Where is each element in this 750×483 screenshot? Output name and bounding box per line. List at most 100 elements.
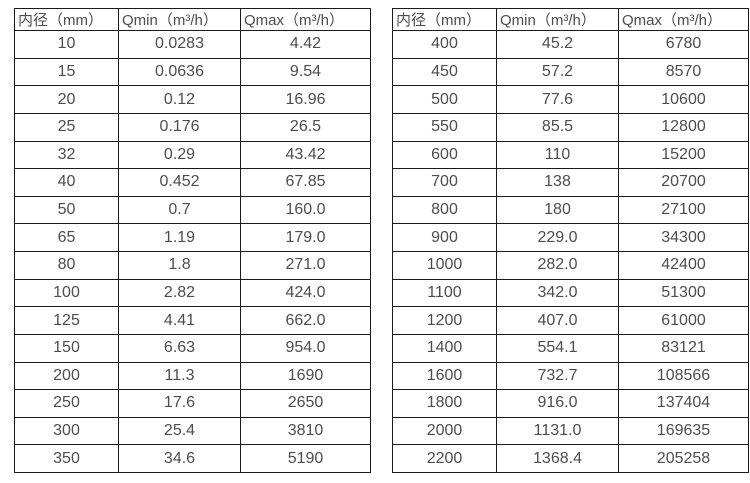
table-cell: 27100	[618, 195, 749, 225]
table-cell: 4.41	[118, 306, 241, 335]
table-cell: 25.4	[118, 416, 241, 446]
table-row: 800 180 27100	[392, 195, 749, 225]
table-cell: 179.0	[240, 223, 371, 252]
table-cell: 10600	[618, 85, 749, 114]
table-cell: 1800	[392, 389, 497, 418]
table-cell: 1600	[392, 361, 497, 391]
table-cell: 61000	[618, 306, 749, 335]
column-header: Qmin（m³/h）	[496, 8, 619, 31]
table-cell: 450	[392, 57, 497, 87]
table-cell: 77.6	[496, 85, 619, 114]
table-cell: 1000	[392, 251, 497, 280]
table-cell: 16.96	[240, 85, 371, 114]
table-row: 400 45.2 6780	[392, 30, 749, 59]
table-cell: 34.6	[118, 444, 241, 473]
table-cell: 0.452	[118, 168, 241, 197]
table-cell: 732.7	[496, 361, 619, 391]
header-row: 内径（mm） Qmin（m³/h） Qmax（m³/h）	[14, 8, 371, 31]
table-row: 50 0.7 160.0	[14, 195, 371, 225]
table-cell: 100	[14, 278, 119, 308]
table-cell: 34300	[618, 223, 749, 252]
table-cell: 11.3	[118, 361, 241, 391]
table-row: 80 1.8 271.0	[14, 251, 371, 280]
table-cell: 600	[392, 140, 497, 170]
table-cell: 4.42	[240, 30, 371, 59]
table-cell: 12800	[618, 112, 749, 142]
table-row: 32 0.29 43.42	[14, 140, 371, 170]
table-cell: 137404	[618, 389, 749, 418]
table-cell: 1131.0	[496, 416, 619, 446]
table-cell: 424.0	[240, 278, 371, 308]
table-cell: 2.82	[118, 278, 241, 308]
table-row: 700 138 20700	[392, 168, 749, 197]
table-cell: 43.42	[240, 140, 371, 170]
table-cell: 67.85	[240, 168, 371, 197]
table-cell: 65	[14, 223, 119, 252]
table-cell: 954.0	[240, 333, 371, 363]
table-row: 600 110 15200	[392, 140, 749, 170]
table-cell: 800	[392, 195, 497, 225]
table-cell: 554.1	[496, 333, 619, 363]
table-cell: 138	[496, 168, 619, 197]
table-row: 10 0.0283 4.42	[14, 30, 371, 59]
table-cell: 180	[496, 195, 619, 225]
table-cell: 407.0	[496, 306, 619, 335]
table-cell: 0.29	[118, 140, 241, 170]
table-cell: 1368.4	[496, 444, 619, 473]
table-cell: 250	[14, 389, 119, 418]
table-cell: 1400	[392, 333, 497, 363]
table-cell: 17.6	[118, 389, 241, 418]
table-cell: 1200	[392, 306, 497, 335]
table-cell: 51300	[618, 278, 749, 308]
table-row: 1800 916.0 137404	[392, 389, 749, 418]
table-cell: 42400	[618, 251, 749, 280]
table-cell: 80	[14, 251, 119, 280]
column-header: Qmin（m³/h）	[118, 8, 241, 31]
table-cell: 25	[14, 112, 119, 142]
table-row: 100 2.82 424.0	[14, 278, 371, 308]
table-cell: 45.2	[496, 30, 619, 59]
table-row: 900 229.0 34300	[392, 223, 749, 252]
table-cell: 8570	[618, 57, 749, 87]
table-cell: 150	[14, 333, 119, 363]
table-cell: 32	[14, 140, 119, 170]
table-row: 250 17.6 2650	[14, 389, 371, 418]
table-cell: 15200	[618, 140, 749, 170]
table-cell: 1690	[240, 361, 371, 391]
column-header: Qmax（m³/h）	[618, 8, 749, 31]
table-cell: 15	[14, 57, 119, 87]
table-row: 200 11.3 1690	[14, 361, 371, 391]
table-row: 15 0.0636 9.54	[14, 57, 371, 87]
table-cell: 2000	[392, 416, 497, 446]
header-row: 内径（mm） Qmin（m³/h） Qmax（m³/h）	[392, 8, 749, 31]
table-cell: 1.19	[118, 223, 241, 252]
table-row: 2200 1368.4 205258	[392, 444, 749, 473]
table-cell: 300	[14, 416, 119, 446]
table-cell: 205258	[618, 444, 749, 473]
table-cell: 0.7	[118, 195, 241, 225]
table-cell: 85.5	[496, 112, 619, 142]
table-cell: 125	[14, 306, 119, 335]
table-cell: 1100	[392, 278, 497, 308]
table-cell: 108566	[618, 361, 749, 391]
table-row: 125 4.41 662.0	[14, 306, 371, 335]
table-cell: 9.54	[240, 57, 371, 87]
table-row: 350 34.6 5190	[14, 444, 371, 473]
column-header: 内径（mm）	[14, 8, 119, 31]
table-row: 300 25.4 3810	[14, 416, 371, 446]
table-cell: 550	[392, 112, 497, 142]
table-cell: 169635	[618, 416, 749, 446]
table-cell: 20700	[618, 168, 749, 197]
table-row: 450 57.2 8570	[392, 57, 749, 87]
table-cell: 200	[14, 361, 119, 391]
table-cell: 662.0	[240, 306, 371, 335]
table-cell: 10	[14, 30, 119, 59]
table-cell: 700	[392, 168, 497, 197]
table-cell: 0.0283	[118, 30, 241, 59]
table-row: 1100 342.0 51300	[392, 278, 749, 308]
table-cell: 2650	[240, 389, 371, 418]
table-cell: 0.0636	[118, 57, 241, 87]
table-cell: 3810	[240, 416, 371, 446]
table-cell: 350	[14, 444, 119, 473]
table-cell: 400	[392, 30, 497, 59]
